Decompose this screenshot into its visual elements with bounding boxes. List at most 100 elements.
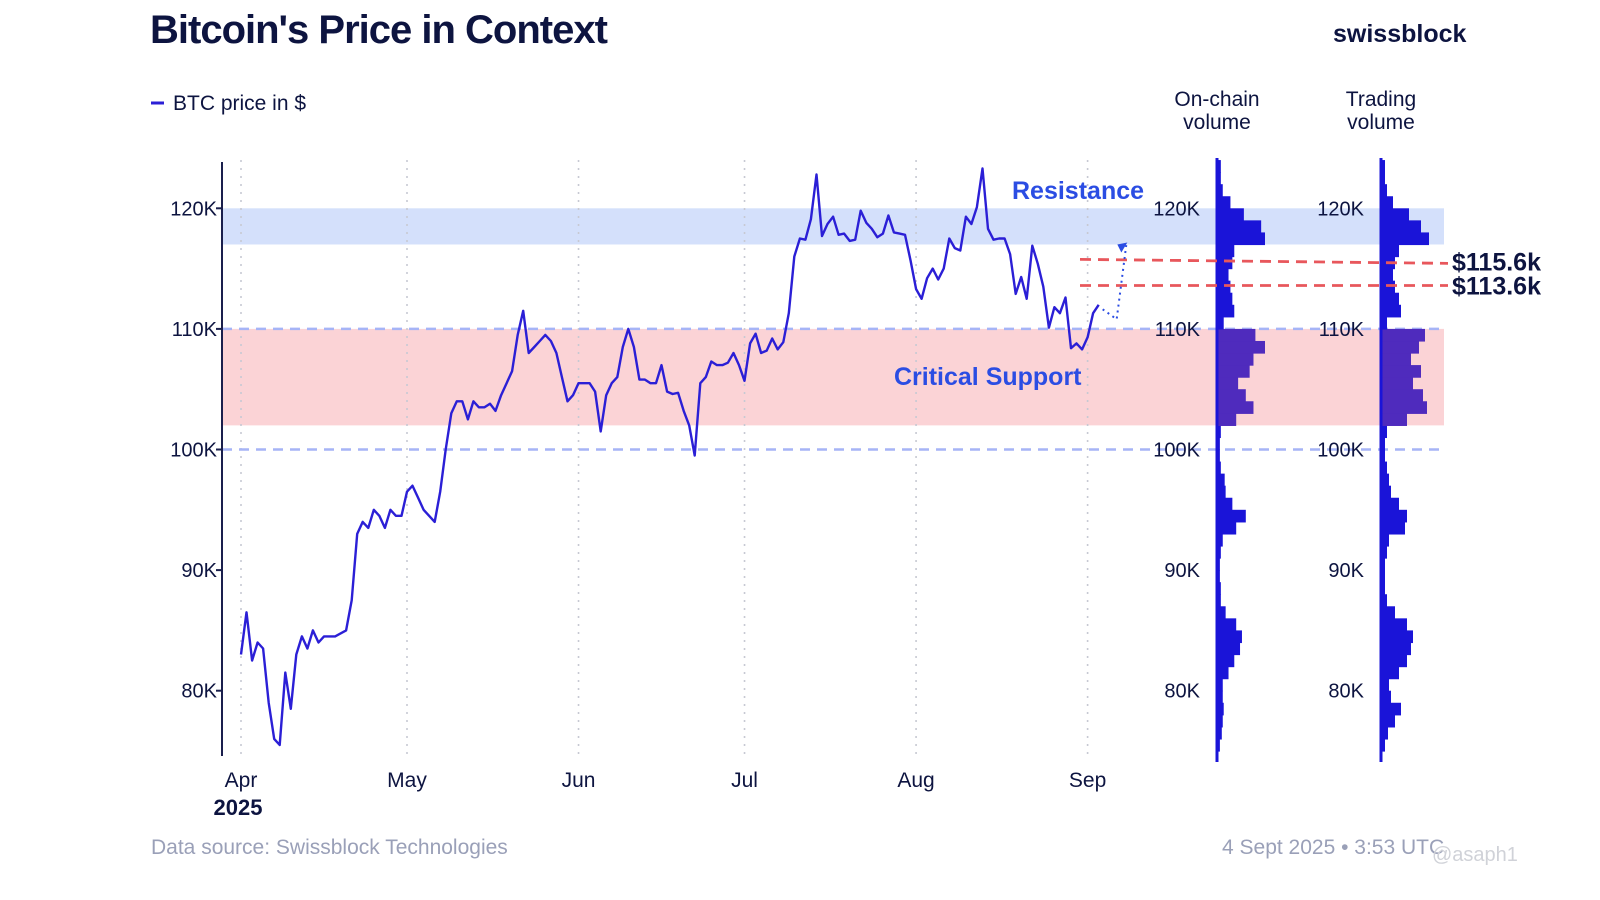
trading-volume-bar [1381, 353, 1411, 366]
onchain-volume-bar [1217, 316, 1224, 330]
trading-volume-bar [1381, 666, 1399, 680]
onchain-volume-bar [1217, 268, 1229, 282]
y-tick-label: 110K [172, 319, 218, 341]
trading-volume-bar [1381, 377, 1413, 390]
y-tick-label: 80K [181, 681, 217, 703]
onchain-volume-bar [1217, 208, 1244, 221]
trading-volume-bar [1381, 280, 1395, 294]
trading-volume-bar [1381, 328, 1425, 342]
btc-price-line [239, 167, 1100, 747]
onchain-volume-bar [1217, 280, 1231, 294]
axes-layer: 80K 90K 100K 110K 120K Apr May Jun Jul Aug Sep 2025 [170, 162, 1106, 820]
trading-volume-bar [1381, 184, 1387, 197]
trading-volume-bar [1381, 533, 1389, 547]
y-tick-label: 120K [170, 198, 217, 220]
trading-volume-bar [1381, 678, 1389, 692]
level-line-$115.6k [1079, 257, 1449, 265]
trading-volume-bar [1381, 316, 1387, 330]
trading-volume-bar [1381, 244, 1399, 258]
onchain-volume-bar [1217, 340, 1265, 354]
onchain-volume-bar [1217, 365, 1250, 378]
onchain-volume-bar [1217, 606, 1226, 619]
onchain-volume-bar [1217, 292, 1233, 306]
trading-volume-bar [1381, 425, 1387, 439]
onchain-volume-tick-label: 100K [1153, 440, 1200, 462]
onchain-volume-bar [1217, 461, 1221, 475]
resistance-label: Resistance [1012, 177, 1144, 205]
trading-volume-bar [1381, 509, 1407, 523]
trading-volume-bar [1381, 389, 1423, 402]
trading-volume-bar [1381, 545, 1387, 559]
trading-volume-bar [1381, 268, 1393, 282]
onchain-volume-tick-label: 80K [1164, 681, 1200, 703]
trading-volume-bar [1381, 401, 1427, 414]
trading-volume-bar [1381, 497, 1399, 511]
trading-volume-bar [1381, 160, 1385, 173]
onchain-volume-bar [1217, 304, 1235, 318]
onchain-volume-bar [1217, 594, 1221, 607]
onchain-volume-bar [1217, 196, 1231, 209]
onchain-volume-bar [1217, 377, 1239, 390]
trading-volume-bar [1381, 485, 1391, 499]
x-tick-label: Jun [562, 769, 596, 792]
watermark: @asaph1 [1432, 844, 1518, 866]
onchain-volume-bar [1217, 521, 1237, 535]
onchain-volume-bar [1217, 545, 1221, 559]
onchain-volume-bar [1217, 389, 1246, 402]
trading-volume-bar [1381, 220, 1421, 234]
trading-volume-bar [1381, 208, 1409, 221]
onchain-volume-bar [1217, 220, 1262, 234]
y-tick-label: 100K [170, 440, 217, 462]
onchain-volume-title: volume [1183, 111, 1251, 134]
data-source-note: Data source: Swissblock Technologies [151, 836, 508, 859]
trading-volume-tick-label: 110K [1319, 319, 1365, 341]
onchain-volume-bar [1217, 328, 1256, 342]
x-tick-label: Jul [731, 769, 758, 792]
trading-volume-bar [1381, 630, 1413, 644]
onchain-volume-bar [1217, 232, 1265, 246]
trading-volume-title: volume [1347, 111, 1415, 134]
trading-volume-bar [1381, 437, 1385, 451]
trading-volume-tick-label: 80K [1328, 681, 1364, 703]
trading-volume-bar [1381, 582, 1385, 595]
trading-volume-bar [1381, 232, 1429, 246]
onchain-volume-bar [1217, 509, 1246, 523]
x-tick-label: May [387, 769, 427, 792]
trading-volume-bar [1381, 594, 1387, 607]
trading-volume-bar [1381, 473, 1389, 487]
onchain-volume-bar [1217, 353, 1254, 366]
onchain-volume-bar [1217, 582, 1221, 595]
onchain-volume-bar [1217, 485, 1226, 499]
y-tick-label: 90K [181, 560, 217, 582]
trading-volume-bar [1381, 292, 1399, 306]
onchain-volume-bar [1217, 666, 1229, 680]
brand-logo: swissblock [1333, 20, 1467, 48]
critical-support-label: Critical Support [894, 363, 1082, 391]
trading-volume-bar [1381, 642, 1411, 656]
onchain-volume-bar [1217, 618, 1237, 631]
trading-volume-bar [1381, 738, 1385, 752]
x-year-label: 2025 [214, 795, 263, 820]
trading-volume-tick-label: 120K [1317, 198, 1364, 220]
onchain-volume-bar [1217, 533, 1223, 547]
projection-arrow [1102, 244, 1128, 322]
trading-volume-bar [1381, 606, 1395, 619]
onchain-volume-tick-label: 110K [1155, 319, 1201, 341]
trading-volume-bar [1381, 340, 1419, 354]
onchain-volume-tick-label: 120K [1153, 198, 1200, 220]
legend-label: BTC price in $ [173, 92, 306, 115]
onchain-volume-bar [1217, 630, 1242, 644]
onchain-volume-bar [1217, 401, 1254, 414]
onchain-volume-bar [1217, 726, 1222, 740]
page-title: Bitcoin's Price in Context [150, 8, 608, 52]
onchain-volume-bar [1217, 714, 1223, 728]
onchain-volume-bar [1217, 654, 1235, 668]
price-series-layer [239, 167, 1128, 747]
trading-volume-bar [1381, 461, 1387, 475]
x-tick-label: Sep [1069, 769, 1106, 792]
onchain-volume-bar [1217, 702, 1224, 716]
trading-volume-bar [1381, 690, 1391, 704]
trading-volume-bar [1381, 702, 1401, 716]
labels-layer: BTC price in $ Resistance Critical Support [151, 92, 1144, 391]
